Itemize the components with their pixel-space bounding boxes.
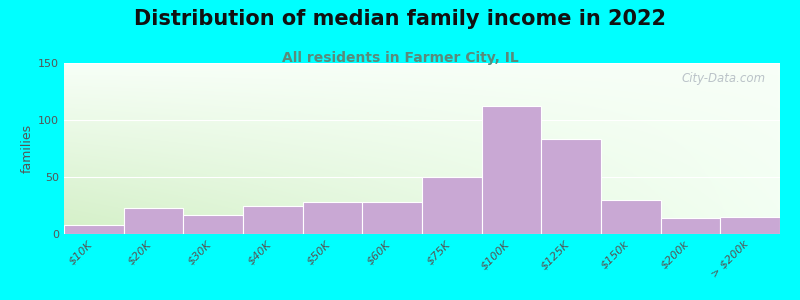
Bar [124, 208, 183, 234]
Bar [302, 202, 362, 234]
Bar [542, 140, 601, 234]
Bar [243, 206, 302, 234]
Bar [64, 225, 124, 234]
Bar [720, 217, 780, 234]
Bar [601, 200, 661, 234]
Bar [362, 202, 422, 234]
Bar [183, 214, 243, 234]
Y-axis label: families: families [21, 124, 34, 173]
Text: All residents in Farmer City, IL: All residents in Farmer City, IL [282, 51, 518, 65]
Text: City-Data.com: City-Data.com [682, 72, 766, 85]
Bar [482, 106, 542, 234]
Bar [422, 177, 482, 234]
Bar [661, 218, 720, 234]
Text: Distribution of median family income in 2022: Distribution of median family income in … [134, 9, 666, 29]
